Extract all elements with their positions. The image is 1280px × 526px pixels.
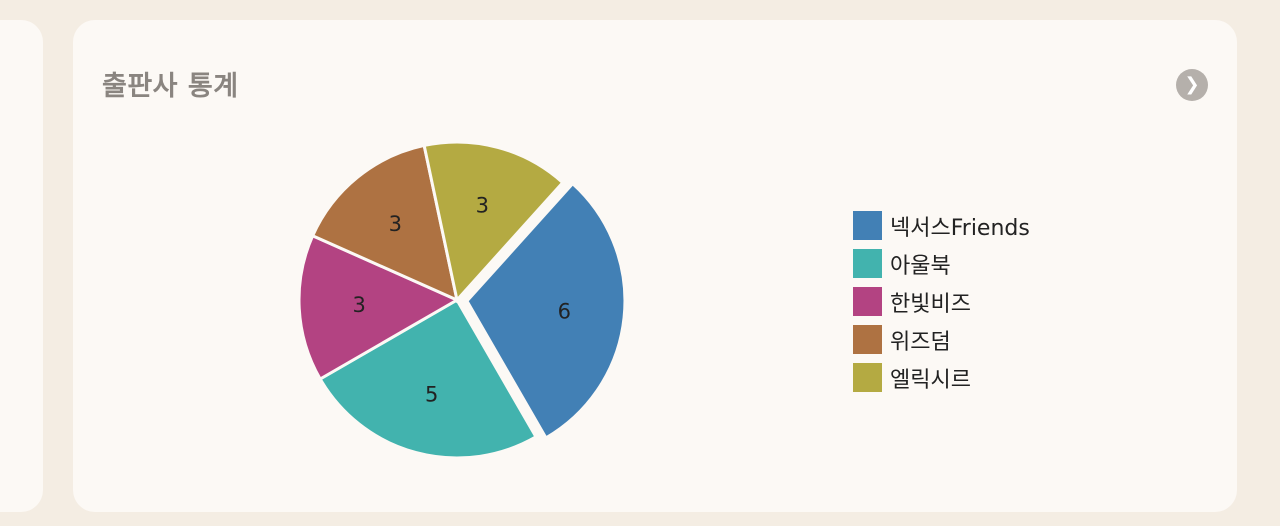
legend-item[interactable]: 엘릭시르 xyxy=(853,363,1030,393)
pie-slice[interactable] xyxy=(310,143,460,303)
pie-slice[interactable] xyxy=(465,181,627,440)
legend-label: 넥서스Friends xyxy=(890,215,1030,241)
card-title: 출판사 통계 xyxy=(102,71,239,102)
pie-slice[interactable] xyxy=(297,233,461,382)
legend-swatch xyxy=(853,287,882,316)
legend-item[interactable]: 한빛비즈 xyxy=(853,287,1030,317)
legend-label: 아울북 xyxy=(890,253,951,279)
legend-label: 한빛비즈 xyxy=(890,291,971,317)
slice-value-label: 3 xyxy=(476,193,489,217)
legend-item[interactable]: 아울북 xyxy=(853,249,1030,279)
legend-swatch xyxy=(853,363,882,392)
legend-label: 위즈덤 xyxy=(890,329,951,355)
legend-swatch xyxy=(853,249,882,278)
legend-swatch xyxy=(853,211,882,240)
legend-item[interactable]: 위즈덤 xyxy=(853,325,1030,355)
publisher-stats-card: 출판사 통계 ❯ xyxy=(73,20,1237,512)
slice-value-label: 6 xyxy=(558,299,571,323)
slice-value-label: 5 xyxy=(425,383,438,407)
chevron-right-icon: ❯ xyxy=(1184,74,1200,95)
previous-card: ❯ xyxy=(0,20,43,512)
legend-label: 엘릭시르 xyxy=(890,367,971,393)
slice-value-label: 3 xyxy=(352,293,365,317)
legend-swatch xyxy=(853,325,882,354)
slice-value-label: 3 xyxy=(389,212,402,236)
legend-item[interactable]: 넥서스Friends xyxy=(853,211,1030,241)
next-button[interactable]: ❯ xyxy=(1176,69,1208,101)
pie-slice[interactable] xyxy=(318,297,539,460)
pie-slice[interactable] xyxy=(422,140,565,304)
